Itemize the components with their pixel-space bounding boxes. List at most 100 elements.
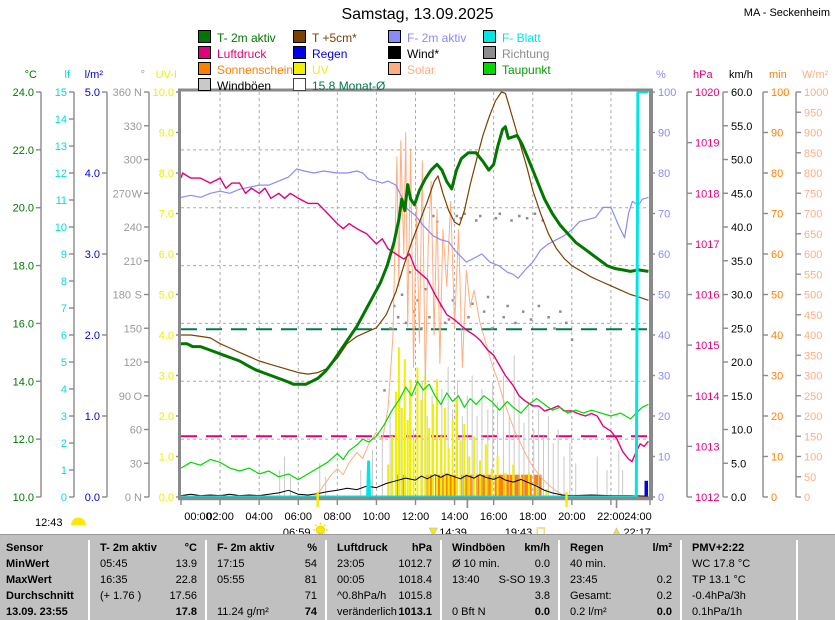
tick-label: 1013 bbox=[695, 441, 719, 453]
legend-item-regen: Regen bbox=[293, 46, 347, 61]
tick-label: 7.0 bbox=[159, 209, 174, 221]
table-row-label: MaxWert bbox=[6, 574, 52, 586]
tick-label: 100 bbox=[658, 87, 676, 99]
legend-label: Taupunkt bbox=[502, 63, 551, 77]
tick-label: 7 bbox=[61, 303, 67, 315]
tick-label: 60 bbox=[658, 249, 670, 261]
tick-label: 50 bbox=[804, 472, 816, 484]
legend-swatch bbox=[198, 46, 211, 59]
table-cell-r1-c2: 00:05 1018.4 bbox=[325, 572, 440, 588]
tick-compass: O bbox=[133, 391, 142, 403]
table-cell-empty bbox=[796, 572, 835, 588]
legend-swatch bbox=[293, 46, 306, 59]
tick-label: 50.0 bbox=[731, 155, 752, 167]
tick-label: 1014 bbox=[695, 391, 719, 403]
table-cell-r3-c2: veränderlich 1013.1 bbox=[325, 604, 440, 620]
axis-unit-label: l/m² bbox=[85, 69, 104, 81]
series-luftdruck bbox=[180, 172, 649, 463]
table-cell-r0-c3: Ø 10 min. 0.0 bbox=[440, 556, 558, 572]
table-header-3: Windböen km/h bbox=[440, 540, 558, 556]
table-cell-r1-c4: 23:45 0.2 bbox=[558, 572, 680, 588]
tick-label: 60 bbox=[130, 425, 142, 437]
table-cell-r2-c4: Gesamt: 0.2 bbox=[558, 588, 680, 604]
table-cell-empty bbox=[796, 588, 835, 604]
legend-label: Solar bbox=[407, 63, 436, 77]
tick-label: 5.0 bbox=[85, 87, 100, 99]
legend-label: Sonnenschein bbox=[217, 63, 294, 77]
table-cell-r3-c5: 0.1hPa/1h bbox=[680, 604, 796, 620]
legend-item-15-8-monat-: 15.8 Monat-Ø bbox=[293, 78, 385, 93]
table-cell-empty bbox=[796, 556, 835, 572]
tick-label: 70 bbox=[658, 209, 670, 221]
table-cell-r0-c5: WC 17.8 °C bbox=[680, 556, 796, 572]
tick-label: 0.0 bbox=[731, 492, 746, 504]
axis-UVI: 10.0 9.0 8.0 7.0 6.0 5.0 4.0 3.0 2.0 1.0 0.0 UV-I bbox=[153, 69, 181, 504]
legend-item-uv: UV bbox=[293, 62, 329, 77]
axis-kmh: 60.0 55.0 50.0 45.0 40.0 35.0 30.0 25.0 20.0 15.0… bbox=[722, 69, 753, 504]
series-t-5cm bbox=[181, 91, 649, 375]
tick-label: 0.0 bbox=[85, 492, 100, 504]
axis-unit-label: UV-I bbox=[156, 69, 177, 81]
tick-label: 60 bbox=[771, 249, 783, 261]
tick-label: 10.0 bbox=[731, 425, 752, 437]
legend-swatch bbox=[388, 62, 401, 75]
table-row-label: Durchschnitt bbox=[6, 590, 74, 602]
tick-label: 25.0 bbox=[731, 323, 752, 335]
legend-swatch bbox=[483, 30, 496, 43]
legend-item-t-2m-aktiv: T- 2m aktiv bbox=[198, 30, 276, 45]
series-t-2m-aktiv bbox=[181, 125, 649, 386]
table-cell-r1-c3: 13:40 S-SO 19.3 bbox=[440, 572, 558, 588]
x-tick-label: 12:00 bbox=[402, 511, 430, 523]
tick-label: 11 bbox=[56, 195, 67, 207]
table-cell-r2-c3: 3.8 bbox=[440, 588, 558, 604]
series-wind bbox=[180, 473, 649, 497]
tick-label: 10 bbox=[771, 452, 783, 464]
tick-label: 6 bbox=[61, 330, 67, 342]
legend-item-solar: Solar bbox=[388, 62, 436, 77]
tick-label: 10 bbox=[55, 222, 67, 234]
axis-unit-label: ° bbox=[141, 69, 145, 81]
legend-label: F- 2m aktiv bbox=[407, 31, 467, 45]
x-tick-label: 08:00 bbox=[324, 511, 352, 523]
legend-label: Richtung bbox=[502, 47, 550, 61]
legend-label: T +5cm* bbox=[312, 31, 357, 45]
tick-label: 1 bbox=[61, 465, 67, 477]
tick-label: 5 bbox=[61, 357, 67, 369]
tick-label: 16.0 bbox=[13, 318, 34, 330]
legend-swatch bbox=[388, 30, 401, 43]
table-cell-r1-c1: 05:55 81 bbox=[205, 572, 325, 588]
moon-icon bbox=[71, 517, 86, 525]
tick-label: 90 bbox=[658, 128, 670, 140]
legend-label: Wind* bbox=[407, 47, 440, 61]
tick-label: 3.0 bbox=[159, 371, 174, 383]
tick-label: 3.0 bbox=[85, 249, 100, 261]
table-cell-r3-c4: 0.2 l/m² 0.0 bbox=[558, 604, 680, 620]
tick-label: 50 bbox=[658, 290, 670, 302]
series-taupunkt bbox=[180, 380, 649, 481]
legend-swatch bbox=[293, 62, 306, 75]
legend-label: Luftdruck bbox=[217, 47, 267, 61]
x-tick-label: 24:00 bbox=[624, 511, 652, 523]
tick-label: 22.0 bbox=[13, 145, 34, 157]
legend-swatch bbox=[388, 46, 401, 59]
tick-label: 360 bbox=[113, 87, 131, 99]
tick-label: 10.0 bbox=[153, 87, 174, 99]
table-header-1: F- 2m aktiv% bbox=[205, 540, 325, 556]
tick-label: 70 bbox=[771, 209, 783, 221]
tick-label: 9 bbox=[61, 249, 67, 261]
tick-label: 55.0 bbox=[731, 121, 752, 133]
tick-label: 5.0 bbox=[159, 290, 174, 302]
tick-label: 0 bbox=[125, 492, 131, 504]
tick-label: 20 bbox=[658, 411, 670, 423]
station-label: MA - Seckenheim bbox=[743, 7, 830, 19]
tick-label: 35.0 bbox=[731, 256, 752, 268]
axis-unit-label: km/h bbox=[729, 69, 753, 81]
legend-item-sonnenschein: Sonnenschein bbox=[198, 62, 294, 77]
table-cell-r1-c5: TP 13.1 °C bbox=[680, 572, 796, 588]
tick-label: 330 bbox=[124, 121, 142, 133]
axis-C: 24.0 22.0 20.0 18.0 16.0 14.0 12.0 10.0 °C bbox=[13, 69, 42, 504]
